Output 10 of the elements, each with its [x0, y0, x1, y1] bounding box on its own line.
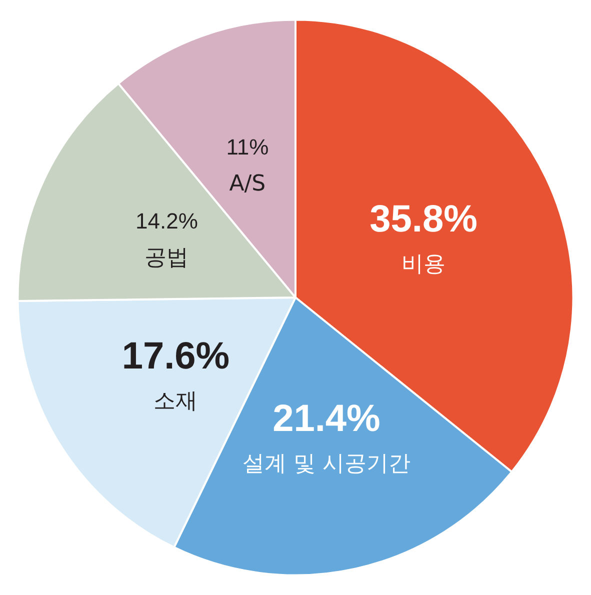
data-label: 14.2% [136, 208, 198, 234]
slice-label: 비용 [402, 252, 446, 277]
data-label: 11% [226, 134, 269, 160]
data-label: 35.8% [370, 198, 478, 240]
slice-label: 공법 [144, 245, 189, 270]
data-label: 21.4% [272, 398, 380, 440]
slice-label: A/S [229, 172, 266, 197]
data-label: 17.6% [122, 336, 230, 378]
slice-label: 설계 및 시공기간 [242, 451, 410, 476]
slice-label: 소재 [154, 389, 198, 414]
